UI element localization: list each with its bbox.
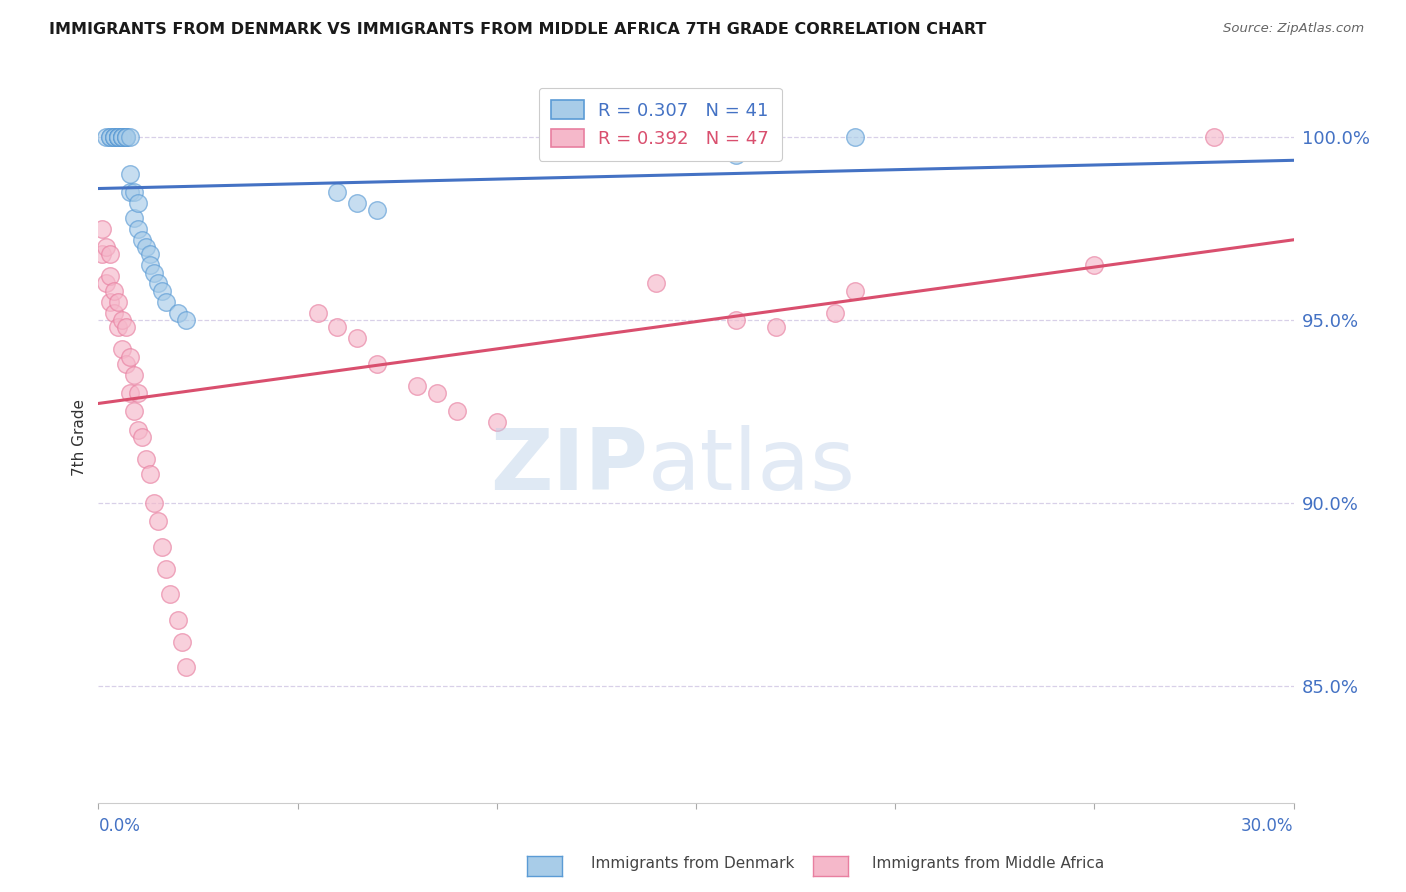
Point [103,284,125,298]
Point [91,247,114,261]
Point [103,130,125,145]
Point [124,368,146,382]
Point [115,320,138,334]
Point [159,587,181,601]
Point [111,130,134,145]
Point [107,130,129,145]
Point [406,379,429,393]
Point [155,562,177,576]
Point [645,130,668,145]
Point [98,130,122,145]
Point [98,269,122,284]
Point [346,331,368,345]
Point [148,514,170,528]
Point [107,130,129,145]
Point [120,185,142,199]
Point [366,357,388,371]
Point [724,148,747,162]
Point [124,404,146,418]
Point [724,313,747,327]
Point [107,320,129,334]
Point [98,130,122,145]
Point [127,221,149,235]
Point [103,306,125,320]
Point [155,294,177,309]
Point [1202,130,1225,145]
Point [824,306,846,320]
Point [127,423,149,437]
Point [91,221,114,235]
Point [844,284,866,298]
Point [143,266,166,280]
Point [150,540,173,554]
Point [135,240,157,254]
Point [150,284,173,298]
Point [135,452,157,467]
Text: 0.0%: 0.0% [98,817,141,836]
Y-axis label: 7th Grade: 7th Grade [72,399,87,475]
Point [115,357,138,371]
Point [107,130,129,145]
Point [326,320,349,334]
Point [107,130,129,145]
Point [366,203,388,218]
Point [127,386,149,401]
Point [120,350,142,364]
Text: atlas: atlas [648,425,856,508]
Point [174,660,197,674]
Point [111,130,134,145]
Point [127,196,149,211]
Text: Immigrants from Denmark: Immigrants from Denmark [591,856,794,871]
Point [167,613,190,627]
Point [96,277,118,291]
Point [844,130,866,145]
Point [120,130,142,145]
Point [139,247,162,261]
Point [98,294,122,309]
Point [485,416,508,430]
Text: 30.0%: 30.0% [1241,817,1294,836]
Point [645,277,668,291]
Point [346,196,368,211]
Point [124,211,146,225]
Point [148,277,170,291]
Point [143,496,166,510]
Point [107,294,129,309]
Point [426,386,449,401]
Point [111,130,134,145]
Point [139,258,162,272]
Point [115,130,138,145]
Point [167,306,190,320]
Point [1083,258,1105,272]
Point [131,233,153,247]
Point [115,130,138,145]
Text: ZIP: ZIP [491,425,648,508]
Point [326,185,349,199]
Point [139,467,162,481]
Point [96,240,118,254]
Point [111,313,134,327]
Text: Immigrants from Middle Africa: Immigrants from Middle Africa [872,856,1104,871]
Point [120,386,142,401]
Point [124,185,146,199]
Point [446,404,468,418]
Point [111,130,134,145]
Point [307,306,329,320]
Point [111,343,134,357]
Point [103,130,125,145]
Point [107,130,129,145]
Point [98,247,122,261]
Text: IMMIGRANTS FROM DENMARK VS IMMIGRANTS FROM MIDDLE AFRICA 7TH GRADE CORRELATION C: IMMIGRANTS FROM DENMARK VS IMMIGRANTS FR… [49,22,987,37]
Point [174,313,197,327]
Point [115,130,138,145]
Legend: R = 0.307   N = 41, R = 0.392   N = 47: R = 0.307 N = 41, R = 0.392 N = 47 [538,87,782,161]
Point [103,130,125,145]
Point [172,635,194,649]
Point [765,320,787,334]
Point [120,167,142,181]
Point [96,130,118,145]
Text: Source: ZipAtlas.com: Source: ZipAtlas.com [1223,22,1364,36]
Point [131,430,153,444]
